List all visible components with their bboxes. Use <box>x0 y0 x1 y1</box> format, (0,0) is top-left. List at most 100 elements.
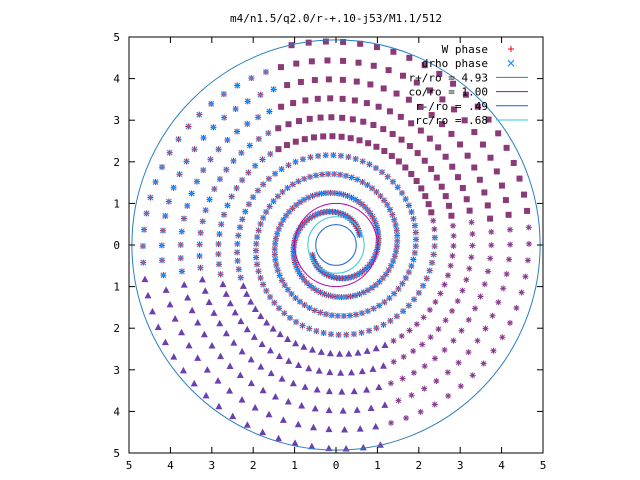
data-point <box>372 422 380 430</box>
data-point <box>340 191 347 198</box>
data-point <box>184 202 191 209</box>
data-point <box>311 307 318 314</box>
data-point <box>178 268 185 275</box>
data-point <box>265 175 272 182</box>
data-point <box>271 246 278 253</box>
data-point <box>468 254 475 261</box>
data-point <box>243 290 251 297</box>
data-point <box>364 207 371 214</box>
data-point <box>296 118 303 125</box>
data-point <box>263 287 270 294</box>
y-tick-label: 3 <box>113 364 120 377</box>
data-point <box>339 407 347 414</box>
data-point <box>237 317 245 325</box>
data-point <box>293 60 300 67</box>
data-point <box>276 330 284 338</box>
data-point <box>479 141 486 148</box>
data-point <box>381 401 389 408</box>
data-point <box>235 232 242 239</box>
data-point <box>425 201 432 208</box>
data-point <box>441 346 448 353</box>
data-point <box>354 349 362 356</box>
data-point <box>463 196 470 203</box>
data-point <box>313 328 320 335</box>
data-marks <box>139 38 533 452</box>
data-point <box>387 206 394 213</box>
data-point <box>193 178 200 185</box>
data-point <box>449 307 456 314</box>
data-point <box>376 302 383 309</box>
data-point <box>325 76 332 83</box>
data-point <box>308 58 315 65</box>
data-point <box>307 154 314 161</box>
data-point <box>417 408 424 415</box>
data-point <box>271 392 279 400</box>
data-point <box>322 190 329 197</box>
data-point <box>221 114 228 121</box>
data-point <box>216 261 223 268</box>
data-point <box>428 112 435 119</box>
data-point <box>352 292 359 299</box>
data-point <box>317 309 324 316</box>
data-point <box>367 404 375 412</box>
data-point <box>180 281 188 288</box>
data-point <box>402 275 409 282</box>
data-point <box>506 256 513 263</box>
legend-label: rc/ro = .68 <box>415 114 488 127</box>
data-point <box>506 226 513 233</box>
data-point <box>350 331 357 338</box>
data-point <box>435 144 442 151</box>
data-point <box>441 281 448 288</box>
data-point <box>188 306 196 314</box>
data-point <box>325 292 332 299</box>
data-point <box>313 172 320 179</box>
data-point <box>338 133 345 140</box>
data-point <box>417 103 424 110</box>
data-point <box>516 175 523 182</box>
data-point <box>260 281 267 288</box>
data-point <box>373 325 380 332</box>
data-point <box>444 369 451 376</box>
data-point <box>389 130 396 137</box>
y-tick-label: 2 <box>113 322 120 335</box>
data-point <box>265 410 273 418</box>
x-tick-label: 1 <box>291 459 298 472</box>
data-point <box>197 264 204 271</box>
data-point <box>230 339 238 346</box>
data-point <box>503 144 510 151</box>
data-point <box>471 164 478 171</box>
y-tick-label: 5 <box>113 31 120 44</box>
data-point <box>317 114 324 121</box>
data-point <box>309 423 317 431</box>
data-point <box>306 115 313 122</box>
data-point <box>166 149 173 156</box>
data-point <box>438 121 445 128</box>
data-point <box>260 214 267 221</box>
data-point <box>273 261 280 268</box>
data-point <box>364 308 371 315</box>
data-point <box>325 387 333 395</box>
data-point <box>484 268 491 275</box>
data-point <box>274 267 281 274</box>
data-point <box>171 315 179 322</box>
data-point <box>394 237 401 244</box>
data-point <box>421 385 428 392</box>
data-point <box>254 234 261 241</box>
data-point <box>272 235 279 242</box>
data-point <box>392 222 399 229</box>
data-point <box>405 96 412 103</box>
data-point <box>165 198 172 205</box>
data-point <box>466 207 473 214</box>
data-point <box>144 291 152 299</box>
data-point <box>489 312 496 319</box>
data-point <box>311 404 319 412</box>
data-point <box>275 225 282 232</box>
data-point <box>285 357 293 364</box>
data-point <box>275 352 283 360</box>
data-point <box>251 305 259 312</box>
data-point <box>214 377 222 384</box>
data-point <box>462 91 469 98</box>
x-tick-label: 5 <box>126 459 133 472</box>
data-point <box>326 368 334 376</box>
data-point <box>179 366 187 374</box>
